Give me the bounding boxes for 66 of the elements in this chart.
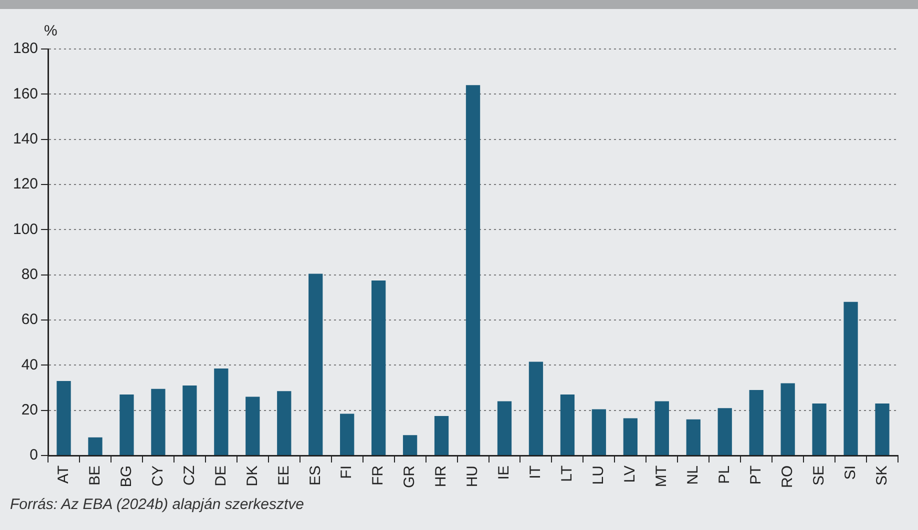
text: Forrás: Az EBA (2024b) alapján szerkesztve (10, 496, 304, 513)
y-tick-label: 180 (12, 40, 38, 58)
y-tick-label: 0 (30, 446, 38, 464)
y-tick-label: 60 (21, 311, 38, 328)
x-tick-label: NL (684, 466, 702, 485)
x-tick-label: FI (338, 466, 356, 479)
y-tick-label: 120 (12, 176, 38, 193)
x-tick-label: DK (244, 466, 261, 486)
bar (875, 404, 890, 455)
bar (844, 302, 858, 455)
y-tick-label: 40 (21, 356, 38, 374)
y-axis-title: % (44, 22, 58, 40)
bar (88, 437, 102, 455)
y-tick-label: 140 (12, 130, 38, 148)
x-tick-label: ES (306, 466, 324, 486)
x-tick-label: SI (842, 466, 859, 480)
bar (560, 394, 575, 455)
bar (749, 390, 764, 455)
x-tick-label: BE (86, 466, 104, 486)
x-tick-label: MT (653, 466, 670, 488)
bar (718, 408, 732, 455)
x-tick-label: BG (118, 466, 135, 488)
bar (340, 414, 354, 455)
bar (623, 418, 638, 455)
x-tick-label: HR (432, 465, 450, 488)
x-tick-label: EE (275, 466, 292, 486)
bar (371, 280, 386, 455)
bar (246, 396, 260, 455)
y-tick-label: 100 (12, 220, 38, 238)
bar (812, 404, 826, 455)
bar (528, 362, 544, 455)
x-tick-label: FR (370, 465, 387, 486)
bar (466, 85, 480, 455)
bar (120, 394, 134, 455)
bar (686, 419, 700, 455)
x-tick-label: SK (873, 466, 890, 486)
bar (277, 391, 292, 455)
x-tick-label: CZ (180, 466, 198, 486)
x-tick-label: CY (149, 466, 166, 486)
bar (592, 409, 606, 455)
x-tick-label: IT (527, 466, 544, 479)
y-tick-label: 80 (21, 266, 38, 283)
x-tick-label: RO (778, 466, 796, 488)
x-tick-label: PT (747, 466, 764, 485)
bar (214, 368, 228, 455)
x-tick-label: AT (54, 466, 72, 484)
x-tick-label: IE (496, 466, 513, 480)
x-tick-label: PL (716, 466, 733, 484)
bar (497, 401, 512, 455)
x-tick-label: LV (622, 466, 639, 483)
x-tick-label: DE (212, 466, 230, 486)
x-tick-label: LU (590, 466, 608, 485)
x-tick-label: GR (401, 465, 418, 488)
y-tick-label: 160 (12, 85, 38, 102)
x-tick-label: HU (464, 466, 482, 488)
bar (402, 435, 418, 455)
y-tick-label: 20 (21, 401, 38, 418)
x-tick-label: LT (558, 466, 576, 482)
bar (780, 383, 795, 455)
bar (654, 401, 669, 455)
bar (308, 274, 323, 455)
bar (151, 388, 166, 455)
bar (56, 380, 71, 455)
x-tick-label: SE (810, 466, 828, 486)
bar (434, 416, 449, 455)
bar (182, 385, 197, 455)
